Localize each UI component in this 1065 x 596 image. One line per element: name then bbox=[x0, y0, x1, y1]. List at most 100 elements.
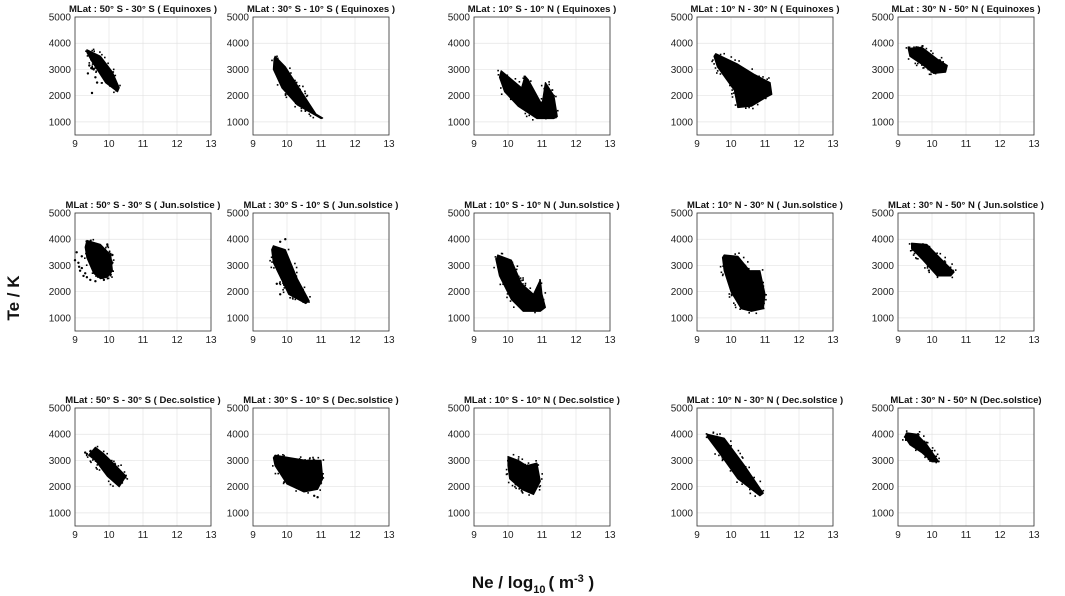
data-point bbox=[119, 84, 121, 87]
data-point bbox=[284, 93, 287, 95]
data-point bbox=[926, 267, 929, 269]
x-tick-label: 11 bbox=[138, 139, 149, 150]
y-tick-label: 4000 bbox=[448, 430, 471, 441]
data-point bbox=[913, 252, 916, 255]
data-point bbox=[95, 466, 97, 469]
data-point bbox=[505, 468, 508, 471]
data-point bbox=[124, 476, 127, 479]
x-tick-label: 11 bbox=[537, 335, 548, 346]
data-point bbox=[90, 239, 92, 242]
data-point bbox=[730, 440, 732, 442]
data-point bbox=[298, 458, 301, 460]
data-point bbox=[91, 49, 93, 52]
data-point-outlier bbox=[102, 264, 106, 267]
x-tick-label: 13 bbox=[827, 335, 839, 346]
subplot-title: MLat : 10° S - 10° N ( Jun.solstice ) bbox=[464, 200, 619, 211]
data-point bbox=[509, 300, 512, 302]
data-point bbox=[309, 296, 311, 298]
data-point bbox=[302, 85, 304, 88]
data-point bbox=[507, 459, 509, 462]
data-point bbox=[322, 473, 324, 475]
data-point bbox=[912, 254, 915, 256]
data-point-outlier bbox=[111, 253, 114, 257]
data-point bbox=[96, 276, 99, 278]
data-point bbox=[104, 248, 107, 251]
subplot-title: MLat : 50° S - 30° S ( Jun.solstice ) bbox=[66, 200, 221, 211]
x-tick-label: 11 bbox=[316, 530, 327, 541]
data-point bbox=[121, 482, 124, 484]
data-point bbox=[294, 79, 296, 82]
y-tick-label: 4000 bbox=[671, 39, 694, 50]
data-point bbox=[506, 74, 509, 77]
data-point bbox=[543, 87, 545, 90]
y-tick-label: 2000 bbox=[872, 482, 895, 493]
data-point bbox=[534, 311, 536, 314]
data-point bbox=[86, 456, 89, 458]
data-point bbox=[759, 480, 762, 483]
data-point bbox=[936, 453, 939, 456]
data-point bbox=[292, 298, 294, 300]
data-point bbox=[954, 269, 957, 271]
x-tick-label: 13 bbox=[827, 139, 839, 150]
data-point bbox=[322, 459, 325, 461]
axes-box bbox=[696, 407, 834, 527]
data-point bbox=[299, 456, 302, 458]
data-point bbox=[762, 307, 765, 310]
x-axis-label-unit-open: ( m bbox=[548, 573, 574, 592]
axes-box bbox=[897, 212, 1035, 332]
data-point bbox=[94, 67, 96, 69]
data-point bbox=[302, 301, 304, 303]
data-point bbox=[922, 67, 924, 69]
data-point bbox=[308, 113, 311, 115]
data-point bbox=[111, 276, 113, 278]
data-point bbox=[548, 81, 550, 83]
y-tick-label: 1000 bbox=[671, 117, 694, 128]
data-point bbox=[539, 485, 542, 487]
data-point bbox=[279, 283, 282, 286]
data-point bbox=[312, 458, 315, 460]
x-tick-label: 12 bbox=[349, 530, 361, 541]
data-point bbox=[741, 456, 743, 458]
data-point bbox=[304, 110, 307, 112]
data-point bbox=[925, 441, 928, 444]
data-point bbox=[312, 116, 315, 119]
data-point bbox=[924, 455, 927, 457]
y-tick-label: 4000 bbox=[671, 430, 694, 441]
data-point bbox=[917, 62, 919, 65]
data-point bbox=[731, 89, 733, 91]
data-point bbox=[290, 72, 292, 74]
data-point bbox=[905, 47, 908, 49]
data-point bbox=[300, 107, 303, 110]
data-point bbox=[306, 94, 309, 97]
data-point bbox=[762, 76, 764, 78]
data-point bbox=[295, 490, 297, 492]
data-point bbox=[84, 257, 86, 259]
data-point bbox=[307, 459, 309, 462]
data-point bbox=[714, 453, 716, 455]
y-tick-label: 4000 bbox=[872, 39, 895, 50]
data-point bbox=[283, 481, 285, 483]
data-point bbox=[722, 273, 724, 276]
data-point-outlier bbox=[82, 274, 85, 278]
y-tick-label: 3000 bbox=[448, 456, 471, 467]
data-point bbox=[95, 71, 97, 73]
subplot-title: MLat : 10° N - 30° N ( Equinoxes ) bbox=[690, 4, 839, 15]
data-point bbox=[749, 488, 751, 491]
y-tick-label: 5000 bbox=[49, 13, 72, 24]
x-tick-label: 13 bbox=[383, 530, 395, 541]
data-point bbox=[106, 245, 109, 247]
data-point bbox=[768, 77, 770, 79]
data-point bbox=[542, 298, 545, 301]
data-point bbox=[522, 283, 524, 285]
data-point bbox=[540, 84, 543, 87]
data-point bbox=[101, 53, 103, 56]
data-point bbox=[107, 277, 110, 280]
data-point bbox=[527, 462, 530, 464]
axes-box bbox=[696, 212, 834, 332]
x-tick-label: 10 bbox=[502, 139, 514, 150]
y-tick-label: 5000 bbox=[872, 404, 895, 415]
data-point bbox=[908, 46, 911, 49]
x-tick-label: 12 bbox=[570, 530, 582, 541]
